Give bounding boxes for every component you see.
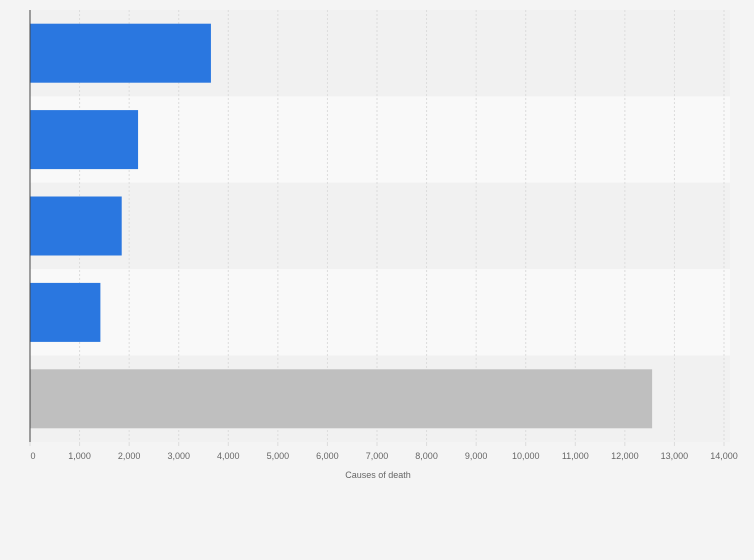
row-band-4 <box>30 269 730 356</box>
x-tick-label-4000: 4,000 <box>217 451 240 461</box>
bar-3[interactable] <box>30 196 122 256</box>
x-tick-label-2000: 2,000 <box>118 451 141 461</box>
x-tick-label-13000: 13,000 <box>661 451 689 461</box>
x-tick-label-11000: 11,000 <box>562 451 589 461</box>
x-tick-label-8000: 8,000 <box>415 451 438 461</box>
x-tick-label-3000: 3,000 <box>167 451 190 461</box>
x-tick-label-7000: 7,000 <box>366 451 389 461</box>
bar-1[interactable] <box>30 23 211 83</box>
bar-5[interactable] <box>30 369 653 429</box>
x-tick-label-14000: 14,000 <box>710 451 738 461</box>
x-tick-label-9000: 9,000 <box>465 451 488 461</box>
row-band-3 <box>30 182 730 270</box>
bars <box>30 23 653 429</box>
x-tick-label-12000: 12,000 <box>611 451 639 461</box>
x-tick-label-10000: 10,000 <box>512 451 540 461</box>
bar-4[interactable] <box>30 282 101 342</box>
x-axis-title: Causes of death <box>345 470 411 480</box>
x-tick-label-6000: 6,000 <box>316 451 339 461</box>
x-tick-label-5000: 5,000 <box>267 451 290 461</box>
x-tick-label-0: 0 <box>30 451 35 461</box>
row-band-2 <box>30 96 730 183</box>
bar-2[interactable] <box>30 110 139 170</box>
x-axis-ticks: 0 1,000 2,000 3,000 4,000 5,000 6,000 7,000 8,00… <box>29 442 738 461</box>
x-tick-label-1000: 1,000 <box>68 451 91 461</box>
